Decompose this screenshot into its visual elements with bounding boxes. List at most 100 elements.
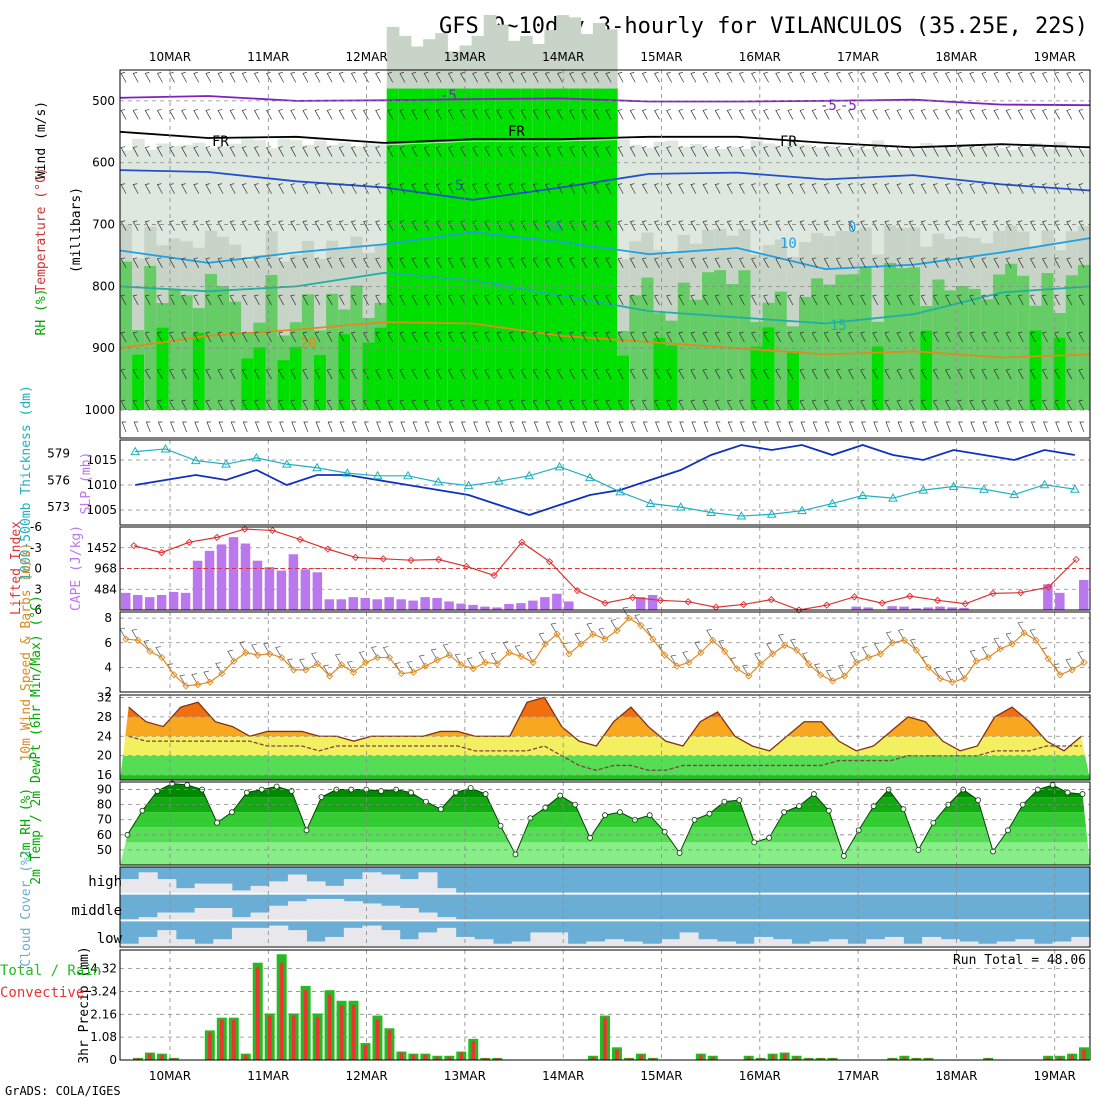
wind-barb bbox=[497, 421, 503, 433]
cloud-high-bar bbox=[306, 881, 326, 893]
wind-barb bbox=[338, 109, 345, 120]
wind-barb bbox=[521, 421, 527, 433]
wind-barb bbox=[641, 72, 648, 83]
li-marker bbox=[379, 555, 387, 563]
wind-barb bbox=[581, 72, 588, 83]
wind-barb bbox=[714, 220, 721, 231]
wind-barb bbox=[120, 109, 127, 120]
wind-barb bbox=[582, 421, 588, 433]
wind-marker bbox=[1032, 636, 1040, 644]
wind-barb bbox=[496, 109, 503, 120]
thickness-marker bbox=[463, 480, 474, 490]
cloud-middle-bar bbox=[418, 912, 438, 920]
wind-barb bbox=[666, 109, 672, 120]
wind-barb bbox=[1029, 368, 1036, 380]
wind-barb bbox=[215, 662, 223, 674]
wind-marker bbox=[230, 657, 238, 665]
rh-shade-green bbox=[702, 272, 715, 410]
wind-barb bbox=[442, 643, 450, 656]
wind-barb bbox=[218, 421, 224, 433]
wind-barb bbox=[170, 421, 175, 433]
wind-barb bbox=[229, 368, 236, 380]
wind-barb bbox=[520, 294, 527, 306]
wind-barb bbox=[227, 649, 235, 662]
wind-barb bbox=[775, 257, 782, 268]
precip-conv-bar bbox=[459, 1052, 464, 1060]
wind-barb bbox=[726, 368, 733, 380]
rh-shade-green bbox=[180, 295, 194, 410]
wind-barb bbox=[217, 368, 224, 380]
thickness-marker bbox=[190, 455, 201, 465]
wind-barb bbox=[993, 109, 1000, 120]
wind-marker bbox=[984, 653, 992, 662]
wind-barb bbox=[557, 183, 563, 194]
cape-bar bbox=[204, 550, 215, 610]
wind-barb bbox=[155, 646, 163, 658]
wind-barb bbox=[763, 331, 769, 343]
wind-barb bbox=[508, 368, 515, 380]
cloud-high-bar bbox=[287, 874, 307, 893]
wind-barb bbox=[678, 399, 685, 411]
wind-barb bbox=[800, 421, 806, 433]
wind-barb bbox=[678, 294, 685, 306]
wind-barb bbox=[617, 146, 624, 157]
wind-barb bbox=[387, 183, 394, 194]
wind-barb bbox=[460, 72, 466, 83]
cloud-low-bar bbox=[269, 925, 289, 946]
wind-barb bbox=[526, 651, 534, 663]
wind-barb bbox=[932, 368, 939, 380]
wind-barb bbox=[751, 331, 757, 343]
wind-barb bbox=[617, 368, 624, 380]
wind-barb bbox=[775, 368, 782, 380]
rh-shade-bright bbox=[762, 327, 776, 410]
wind-barb bbox=[447, 399, 454, 411]
precip-conv-bar bbox=[471, 1040, 476, 1060]
wind-marker bbox=[757, 660, 765, 668]
cloud-low-bar bbox=[866, 939, 886, 946]
rh-marker bbox=[825, 807, 832, 814]
wind-barb bbox=[229, 331, 236, 343]
wind-marker bbox=[1068, 666, 1076, 674]
wind-barb bbox=[694, 641, 702, 653]
wind-barb bbox=[787, 399, 794, 411]
wind-marker bbox=[254, 651, 262, 659]
wind-barb bbox=[557, 294, 563, 306]
wind-barb bbox=[253, 257, 260, 268]
wind-barb bbox=[1017, 294, 1024, 306]
wind-marker bbox=[1008, 640, 1016, 648]
wind-barb bbox=[642, 421, 648, 433]
wind-barb bbox=[702, 109, 709, 120]
upper-ylabel-wind: Wind (m/s) bbox=[34, 101, 49, 179]
rh-marker bbox=[751, 839, 758, 846]
wind-barb bbox=[982, 421, 988, 433]
wind-barb bbox=[993, 220, 1000, 231]
wind-barb bbox=[206, 421, 212, 433]
wind-barb bbox=[775, 399, 782, 411]
wind-barb bbox=[399, 368, 406, 380]
wind-barb bbox=[1030, 421, 1036, 433]
wind-barb bbox=[1017, 621, 1025, 634]
rh-tick: 60 bbox=[97, 828, 112, 842]
cloud-middle-bar bbox=[287, 901, 307, 920]
wind-barb bbox=[205, 368, 212, 380]
wind-barb bbox=[169, 257, 175, 268]
wind-barb bbox=[932, 294, 939, 306]
isotherm-line bbox=[119, 169, 1091, 201]
wind-barb bbox=[496, 294, 503, 306]
wind-barb bbox=[981, 368, 988, 380]
wind-barb bbox=[169, 294, 175, 306]
wind-barb bbox=[835, 294, 842, 306]
precip-conv-bar bbox=[375, 1019, 380, 1060]
wind-barb bbox=[338, 146, 345, 157]
wind-barb bbox=[896, 257, 903, 268]
wind-barb bbox=[411, 183, 418, 194]
wind-barb bbox=[823, 220, 830, 231]
wind-barb bbox=[811, 183, 818, 194]
precip-conv-bar bbox=[483, 1058, 488, 1060]
wind-barb bbox=[678, 257, 685, 268]
date-label-bottom: 18MAR bbox=[935, 1069, 977, 1083]
wind-barb bbox=[145, 421, 151, 433]
wind-barb bbox=[1017, 109, 1024, 120]
wind-barb bbox=[763, 399, 769, 411]
